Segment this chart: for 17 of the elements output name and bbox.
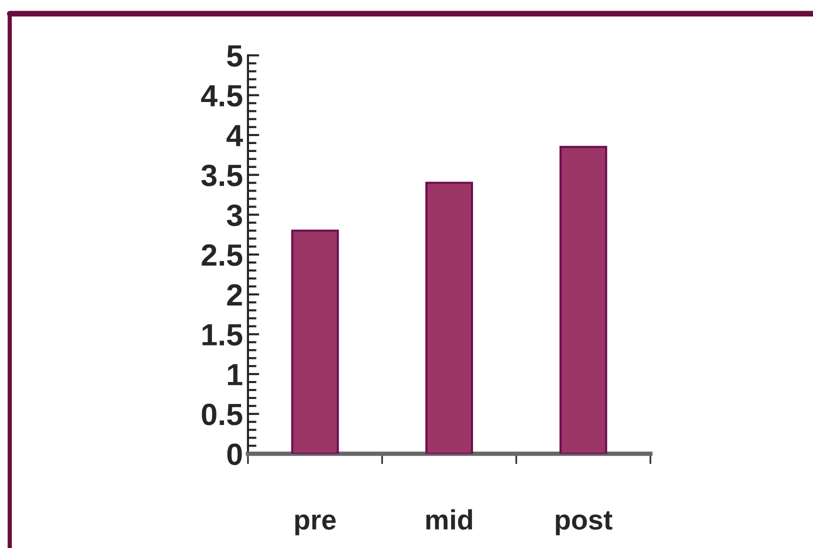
y-tick-label: 3 <box>226 204 242 226</box>
y-tick-label: 5 <box>227 45 242 67</box>
y-tick-label: 2.5 <box>202 244 242 266</box>
bar <box>559 146 608 454</box>
y-tick-label: 0 <box>227 443 242 466</box>
x-tick-label: post <box>556 511 612 536</box>
x-tick-label: mid <box>426 509 472 530</box>
y-tick-label: 1 <box>228 364 242 386</box>
bar <box>425 182 474 454</box>
bar <box>291 230 339 454</box>
y-tick-label: 4 <box>226 125 243 146</box>
x-tick-label: pre <box>295 514 336 536</box>
y-tick-label: 1.5 <box>202 324 242 346</box>
y-tick-label: 0.5 <box>202 404 242 426</box>
y-tick-label: 2 <box>227 284 242 306</box>
y-tick-label: 4.5 <box>201 85 242 107</box>
y-tick-label: 3.5 <box>201 164 242 186</box>
